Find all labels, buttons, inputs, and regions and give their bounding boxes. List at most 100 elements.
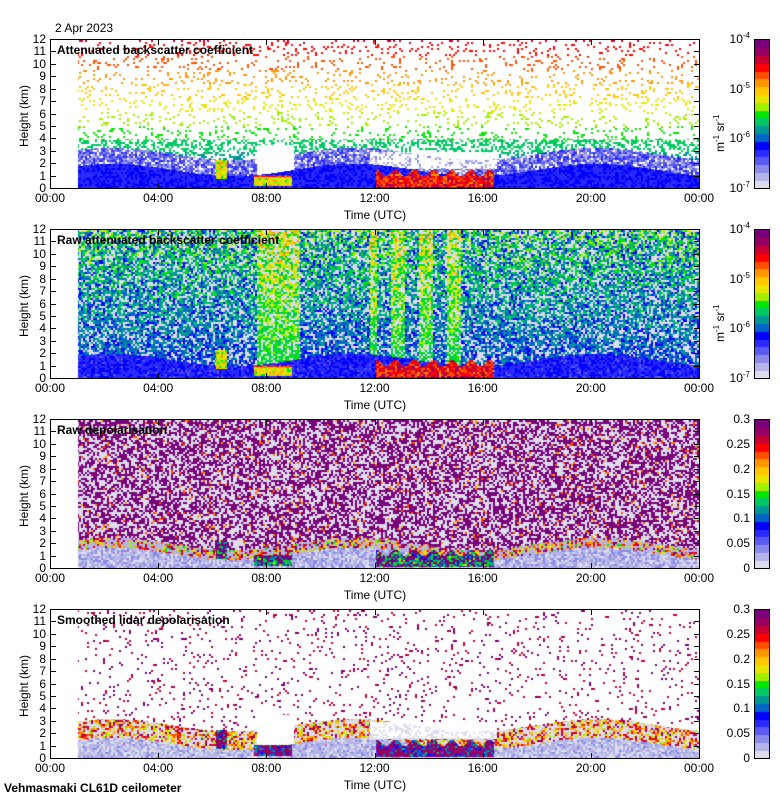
tick-base: 10 — [729, 271, 743, 286]
y-tick-mark — [51, 758, 56, 759]
tick-base: 10 — [729, 32, 743, 46]
x-tick-label: 00:00 — [683, 571, 715, 585]
y-tick-label: 11 — [33, 614, 46, 629]
plot-area: Attenuated backscatter coefficient — [50, 39, 700, 189]
tick-base: 0.15 — [726, 676, 750, 691]
y-tick-label: 0 — [39, 751, 46, 765]
y-tick-mark — [694, 353, 699, 354]
x-tick-mark — [375, 753, 376, 758]
y-tick-mark — [51, 721, 56, 722]
tick-base: 0 — [743, 751, 750, 765]
x-tick-mark — [375, 40, 376, 45]
y-tick-label: 8 — [39, 651, 46, 666]
x-tick-label: 00:00 — [34, 381, 66, 395]
x-tick-label: 20:00 — [575, 191, 606, 205]
y-tick-mark — [694, 568, 699, 569]
tick-base: 0.3 — [733, 602, 750, 616]
y-tick-mark — [51, 456, 56, 457]
colorbar-tick-label: 0.25 — [706, 628, 750, 640]
tick-base: 0.2 — [733, 461, 750, 476]
y-axis-label: Height (km) — [17, 654, 31, 717]
y-tick-mark — [694, 758, 699, 759]
y-tick-mark — [694, 634, 699, 635]
tick-base: 0.05 — [726, 726, 750, 741]
y-tick-mark — [51, 506, 56, 507]
y-tick-mark — [51, 556, 56, 557]
y-tick-mark — [694, 481, 699, 482]
y-tick-mark — [694, 456, 699, 457]
y-tick-mark — [51, 419, 56, 420]
unit-m-exponent: -1 — [712, 134, 721, 142]
y-tick-mark — [694, 114, 699, 115]
y-tick-mark — [694, 469, 699, 470]
y-tick-label: 4 — [39, 131, 46, 146]
tick-base: 0.1 — [733, 701, 750, 716]
y-tick-mark — [51, 431, 56, 432]
x-tick-mark — [158, 610, 159, 615]
y-tick-mark — [51, 671, 56, 672]
y-tick-label: 1 — [39, 168, 46, 183]
date-label: 2 Apr 2023 — [55, 21, 114, 35]
y-tick-mark — [694, 279, 699, 280]
tick-base: 10 — [729, 81, 743, 96]
x-tick-label: 12:00 — [359, 381, 390, 395]
y-tick-label: 3 — [39, 333, 46, 348]
x-axis-label: Time (UTC) — [343, 398, 407, 412]
y-tick-mark — [51, 543, 56, 544]
y-tick-label: 2 — [39, 536, 46, 551]
x-tick-label: 00:00 — [34, 761, 66, 775]
colorbar-unit-label: m-1 sr-1 — [712, 304, 727, 342]
x-tick-mark — [591, 230, 592, 235]
x-axis-label: Time (UTC) — [343, 778, 407, 792]
tick-base: 10 — [729, 131, 743, 146]
y-tick-label: 12 — [32, 412, 46, 426]
y-tick-label: 11 — [33, 44, 46, 59]
x-tick-label: 04:00 — [143, 571, 174, 585]
y-tick-mark — [51, 518, 56, 519]
tick-exponent: -4 — [742, 31, 750, 40]
y-tick-mark — [51, 469, 56, 470]
y-tick-mark — [51, 89, 56, 90]
y-tick-label: 5 — [39, 308, 46, 323]
y-axis-label: Height (km) — [17, 274, 31, 337]
tick-exponent: -7 — [742, 180, 750, 189]
y-tick-label: 1 — [39, 738, 46, 753]
y-tick-mark — [694, 254, 699, 255]
y-tick-mark — [694, 556, 699, 557]
y-tick-mark — [51, 708, 56, 709]
y-tick-mark — [694, 621, 699, 622]
y-tick-mark — [694, 89, 699, 90]
x-tick-mark — [483, 563, 484, 568]
y-tick-mark — [694, 241, 699, 242]
y-tick-mark — [51, 659, 56, 660]
y-tick-mark — [694, 646, 699, 647]
y-tick-label: 0 — [39, 181, 46, 195]
y-axis-label: Height (km) — [17, 464, 31, 527]
colorbar-tick-label: 0.15 — [706, 678, 750, 690]
y-tick-label: 2 — [39, 346, 46, 361]
x-tick-label: 04:00 — [143, 381, 174, 395]
x-tick-mark — [266, 183, 267, 188]
y-tick-label: 5 — [39, 498, 46, 513]
y-tick-mark — [51, 531, 56, 532]
y-tick-label: 9 — [39, 259, 46, 274]
y-tick-label: 5 — [39, 688, 46, 703]
tick-base: 0.2 — [733, 651, 750, 666]
colorbar-tick-label: 0.1 — [706, 702, 750, 714]
y-tick-mark — [51, 76, 56, 77]
x-tick-label: 16:00 — [467, 571, 498, 585]
y-tick-mark — [694, 419, 699, 420]
y-tick-label: 4 — [39, 511, 46, 526]
x-tick-label: 12:00 — [359, 761, 390, 775]
y-tick-label: 0 — [39, 561, 46, 575]
y-tick-mark — [51, 378, 56, 379]
y-tick-mark — [694, 229, 699, 230]
y-tick-mark — [51, 568, 56, 569]
colorbar-tick-label: 0 — [706, 752, 750, 764]
y-tick-label: 11 — [33, 234, 46, 249]
x-tick-mark — [483, 420, 484, 425]
heatmap-field — [51, 40, 699, 188]
x-tick-mark — [266, 420, 267, 425]
y-tick-mark — [51, 39, 56, 40]
x-tick-label: 12:00 — [359, 191, 390, 205]
